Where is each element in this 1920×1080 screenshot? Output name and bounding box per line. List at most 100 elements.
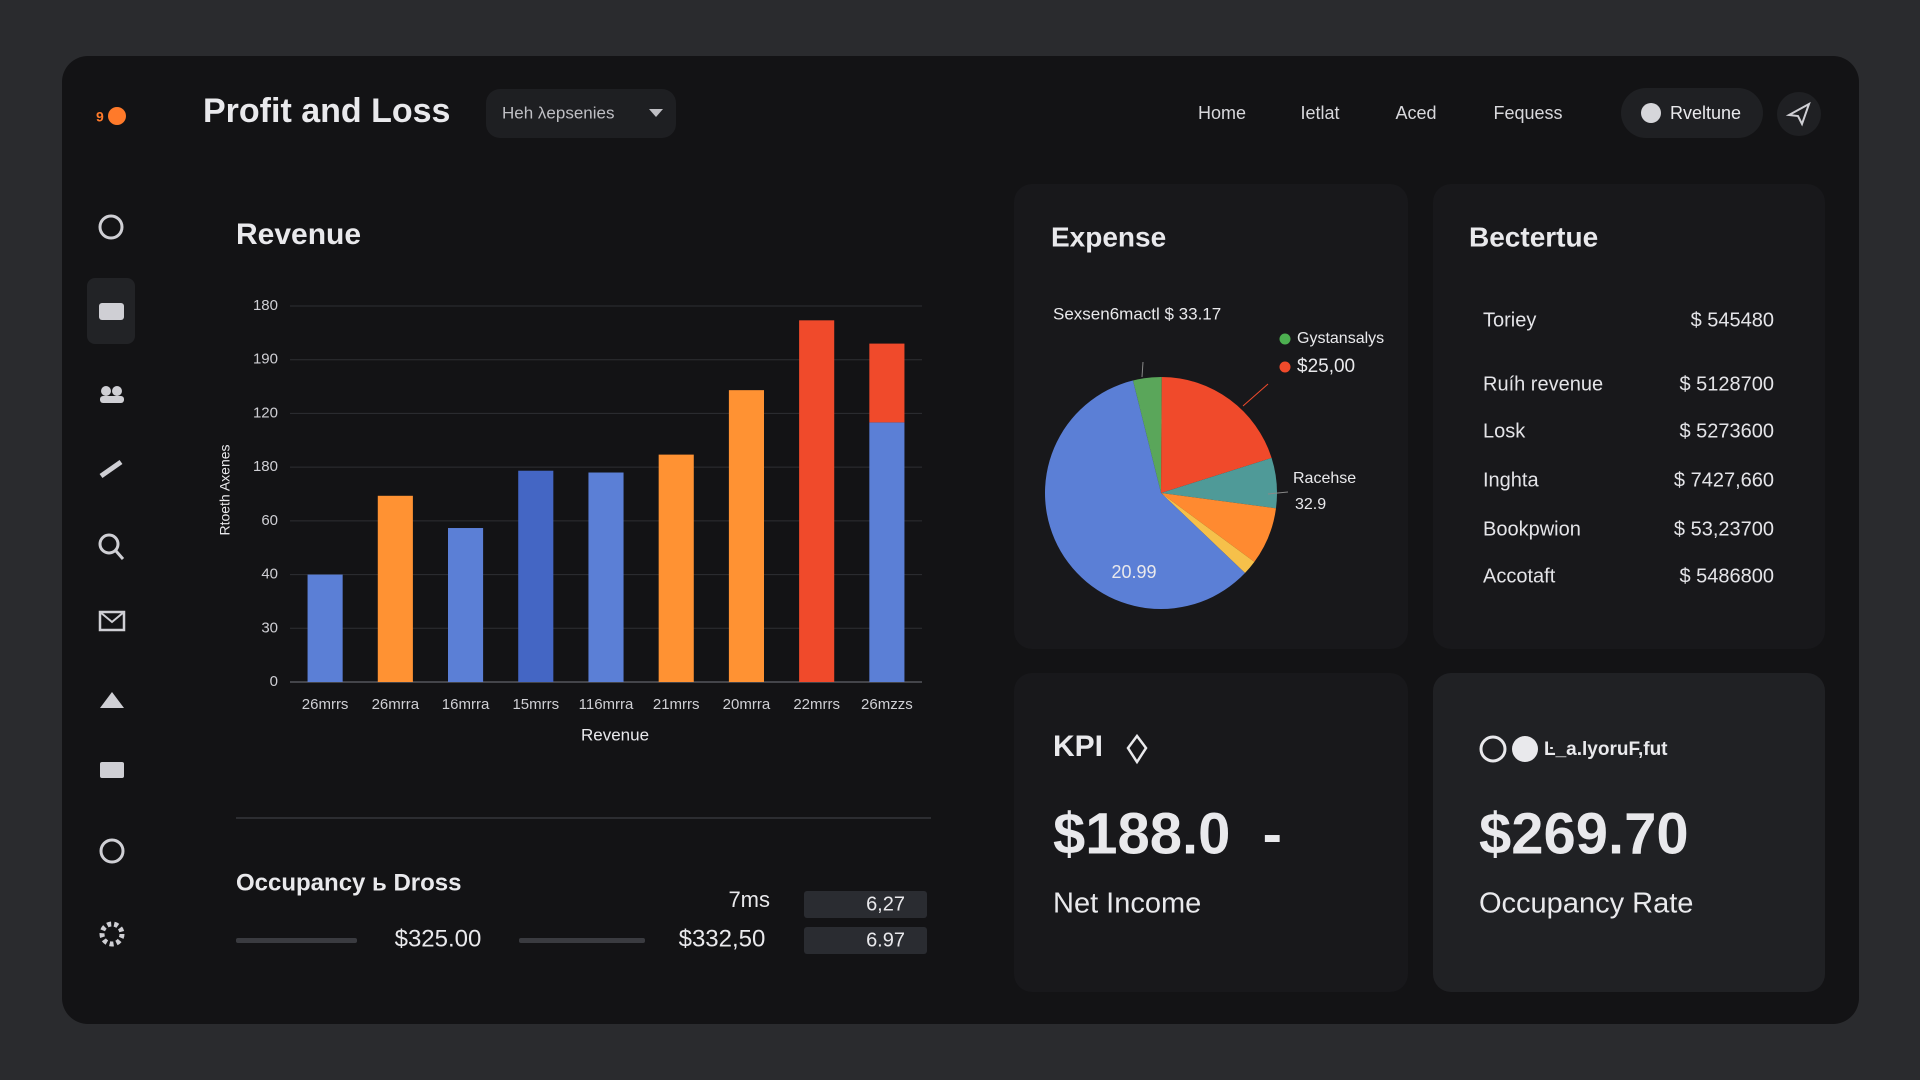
- bar: [448, 528, 484, 682]
- x-tick-label: 26mzzs: [861, 696, 913, 713]
- dropdown-label: Heh λepsenies: [502, 103, 614, 122]
- unit: 7ms: [728, 887, 770, 912]
- button-label: Rveltune: [1670, 103, 1741, 123]
- svg-text:9: 9: [96, 109, 104, 125]
- nav-link[interactable]: Aced: [1395, 103, 1436, 123]
- card: [1433, 184, 1825, 649]
- x-tick-label: 20mrra: [723, 696, 771, 713]
- legend-label: $25,00: [1297, 356, 1355, 377]
- y-tick-label: 60: [261, 512, 278, 529]
- leader-line: [1141, 361, 1144, 378]
- row-label: Bookpwion: [1483, 518, 1581, 540]
- bar: [377, 495, 413, 682]
- x-axis-label: Revenue: [581, 725, 649, 744]
- card-icon: [1512, 736, 1538, 762]
- sidebar-icon[interactable]: [98, 214, 124, 240]
- row-value: $ 545480: [1691, 309, 1774, 331]
- page-title: Profit and Loss: [203, 92, 450, 130]
- kpi-value: $188.0 -: [1053, 801, 1282, 866]
- bar: [799, 320, 835, 682]
- send-icon: [1785, 101, 1811, 127]
- row-value: $ 5486800: [1679, 565, 1774, 587]
- legend-swatch: [1279, 333, 1291, 345]
- pie-slice: [1044, 380, 1246, 609]
- bar: [658, 454, 694, 682]
- row-label: Accotaft: [1483, 565, 1556, 587]
- nav-link[interactable]: Ietlat: [1300, 103, 1339, 123]
- progress-bar: [519, 938, 645, 943]
- nav-link[interactable]: Fequess: [1493, 103, 1562, 123]
- y-axis-label: Rtoeth Axenes: [217, 444, 233, 535]
- bar: [588, 472, 624, 682]
- nav-link[interactable]: Home: [1198, 103, 1246, 123]
- value: $332,50: [679, 925, 766, 952]
- sidebar-icon[interactable]: [98, 610, 126, 632]
- bar: [307, 574, 343, 682]
- x-tick-label: 22mrrs: [793, 696, 840, 713]
- x-tick-label: 116mrra: [579, 696, 634, 713]
- leader-line: [1267, 491, 1289, 495]
- value-box: [804, 927, 927, 954]
- section-title: Occupancy ь Dross: [236, 869, 462, 896]
- sidebar-icon[interactable]: [98, 533, 120, 555]
- leader-line: [1242, 383, 1269, 407]
- y-tick-label: 30: [261, 619, 278, 636]
- dropdown-caret: [649, 109, 663, 117]
- row-value: $ 5128700: [1679, 373, 1774, 395]
- pie-slice: [1161, 493, 1276, 562]
- row-value: $ 5273600: [1679, 420, 1774, 442]
- callout: Racehse: [1293, 470, 1356, 487]
- y-tick-label: 180: [253, 458, 278, 475]
- card-icon: [1479, 735, 1507, 763]
- logo: 9: [96, 107, 126, 125]
- bar: [728, 390, 764, 682]
- progress-bar: [236, 938, 357, 943]
- y-tick-label: 190: [253, 351, 278, 368]
- sidebar-icon[interactable]: [99, 921, 125, 947]
- x-tick-label: 15mrrs: [512, 696, 559, 713]
- y-tick-label: 120: [253, 404, 278, 421]
- kpi-label: Net Income: [1053, 888, 1201, 920]
- value: $325.00: [395, 925, 482, 952]
- callout: 20.99: [1111, 562, 1156, 582]
- main-panel: [62, 56, 1859, 1024]
- box-value: 6.97: [866, 929, 905, 951]
- dropdown[interactable]: [486, 89, 676, 138]
- y-tick-label: 40: [261, 566, 278, 583]
- action-button[interactable]: [1621, 88, 1763, 138]
- card-title: Ŀ_a.lyoruF,fut: [1544, 739, 1668, 760]
- bar: [869, 422, 905, 682]
- callout: Sexsen6mactl $ 33.17: [1053, 304, 1221, 323]
- sidebar-icon[interactable]: [99, 459, 123, 479]
- value-box: [804, 891, 927, 918]
- kpi-value: $269.70: [1479, 801, 1689, 866]
- row-label: Toriey: [1483, 309, 1536, 331]
- x-tick-label: 21mrrs: [653, 696, 700, 713]
- chart-title: Revenue: [236, 218, 361, 251]
- card-title: Expense: [1051, 221, 1166, 252]
- row-label: Inghta: [1483, 469, 1539, 491]
- row-label: Ruíh revenue: [1483, 373, 1603, 395]
- row-value: $ 53,23700: [1674, 518, 1774, 540]
- bar-chart: 0 30 40 60 180 120 190 180 26mrrs 26mrra 16mrra 15m…: [253, 297, 922, 713]
- table: Toriey $ 545480 Ruíh revenue $ 5128700 Losk $…: [1483, 309, 1774, 587]
- sidebar-icon[interactable]: [100, 762, 124, 778]
- sidebar-icon[interactable]: [99, 303, 124, 320]
- y-tick-label: 180: [253, 297, 278, 314]
- x-tick-label: 16mrra: [442, 696, 490, 713]
- kpi-icon: [1126, 733, 1148, 765]
- sidebar-icon[interactable]: [101, 386, 111, 396]
- x-tick-label: 26mrra: [372, 696, 420, 713]
- y-tick-label: 0: [270, 673, 278, 690]
- sidebar-icon[interactable]: [99, 838, 125, 864]
- sidebar-icon[interactable]: [100, 692, 124, 708]
- card-title: Bectertue: [1469, 221, 1598, 252]
- pie-slice: [1161, 377, 1272, 493]
- pie-chart: Gystansalys $25,00: [1044, 330, 1384, 609]
- bar: [518, 470, 554, 682]
- pie-slice: [1161, 457, 1277, 509]
- bar-segment: [869, 343, 905, 423]
- send-button[interactable]: [1777, 92, 1821, 136]
